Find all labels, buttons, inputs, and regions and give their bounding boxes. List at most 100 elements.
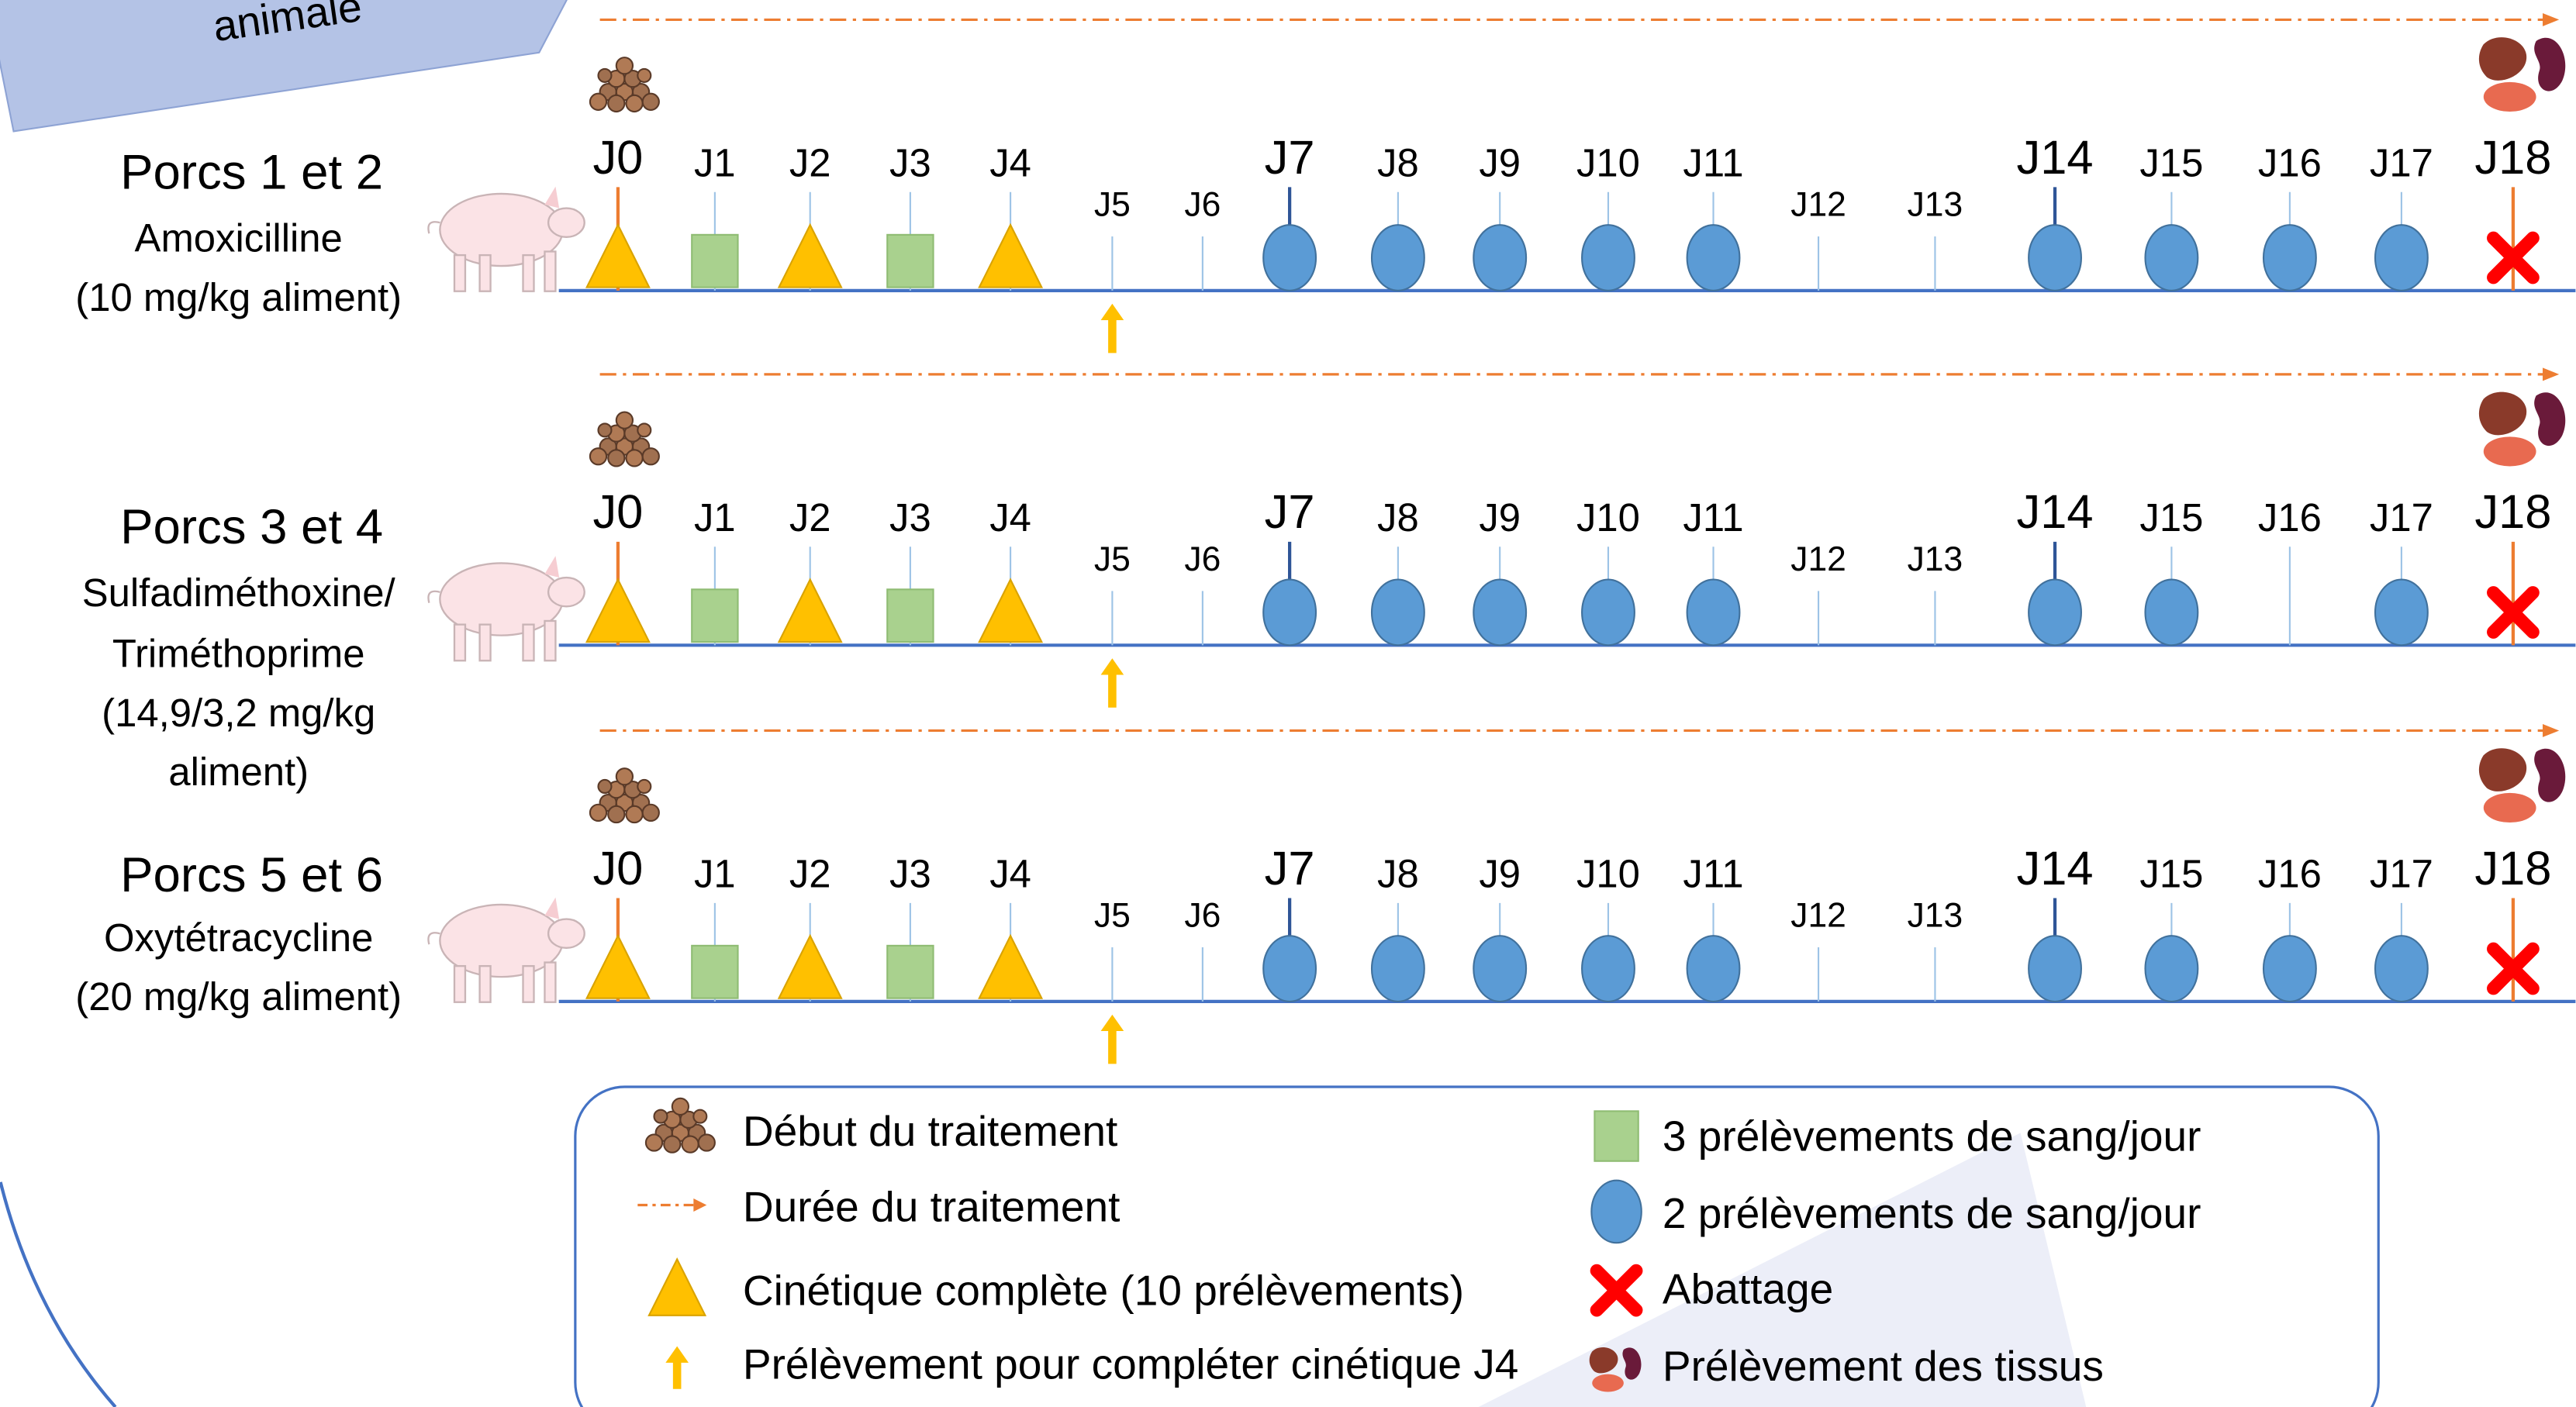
day-label: J15 (2139, 851, 2203, 895)
legend-icon (646, 1098, 715, 1153)
group-detail: (14,9/3,2 mg/kg (102, 691, 375, 735)
legend-label: Prélèvement des tissus (1663, 1342, 2104, 1390)
treatment-start-icon (590, 57, 659, 112)
day-label: J7 (1265, 842, 1315, 895)
day-label: J8 (1377, 495, 1419, 540)
square-marker (887, 946, 933, 998)
circle-marker (1591, 1181, 1641, 1243)
treatment-start-icon (590, 412, 659, 467)
triangle-marker (779, 936, 841, 998)
day-label: J18 (2474, 842, 2551, 895)
circle-marker (1372, 225, 1424, 291)
day-label: J18 (2474, 131, 2551, 184)
group-detail: (20 mg/kg aliment) (75, 974, 402, 1019)
circle-marker (2263, 936, 2316, 1002)
day-label: J12 (1790, 540, 1846, 578)
triangle-marker (587, 225, 649, 287)
legend-label: Début du traitement (743, 1107, 1117, 1155)
square-marker (692, 946, 737, 998)
day-label: J4 (989, 495, 1031, 540)
day-label: J18 (2474, 485, 2551, 539)
group-name: Porcs 3 et 4 (120, 499, 383, 554)
sample-arrow-head (1101, 658, 1124, 674)
group-detail: (10 mg/kg aliment) (75, 275, 402, 319)
day-label: J16 (2258, 140, 2322, 184)
square-marker (692, 235, 737, 288)
day-label: J14 (2017, 842, 2094, 895)
circle-marker (2029, 936, 2081, 1002)
triangle-marker (979, 580, 1041, 642)
triangle-marker (779, 580, 841, 642)
day-label: J12 (1790, 897, 1846, 935)
day-label: J1 (694, 851, 736, 895)
sample-arrow-head (1101, 304, 1124, 320)
day-label: J5 (1094, 897, 1131, 935)
day-label: J2 (789, 851, 831, 895)
legend-label: Durée du traitement (743, 1182, 1121, 1230)
day-label: J13 (1908, 897, 1963, 935)
day-label: J4 (989, 851, 1031, 895)
day-label: J12 (1790, 186, 1846, 224)
day-label: J9 (1479, 140, 1521, 184)
triangle-marker (587, 580, 649, 642)
circle-marker (1372, 580, 1424, 646)
legend-label: Cinétique complète (10 prélèvements) (743, 1266, 1464, 1314)
day-label: J8 (1377, 851, 1419, 895)
day-label: J1 (694, 495, 736, 540)
group-name: Porcs 1 et 2 (120, 144, 383, 199)
circle-marker (2146, 225, 2198, 291)
group-detail: Amoxicilline (135, 216, 343, 260)
circle-marker (1582, 225, 1635, 291)
sample-arrow-head (665, 1347, 689, 1363)
circle-marker (2029, 580, 2081, 646)
circle-marker (1582, 580, 1635, 646)
triangle-marker (979, 225, 1041, 287)
day-label: J14 (2017, 131, 2094, 184)
cross-marker (1597, 1271, 1636, 1310)
day-label: J5 (1094, 540, 1131, 578)
day-label: J6 (1184, 897, 1221, 935)
circle-marker (1473, 936, 1526, 1002)
circle-marker (1473, 580, 1526, 646)
day-label: J11 (1683, 851, 1743, 895)
tissue-icon (2479, 748, 2565, 822)
duration-arrow-head (2543, 724, 2559, 737)
day-label: J10 (1576, 851, 1640, 895)
treatment-start-icon (590, 768, 659, 822)
circle-marker (1372, 936, 1424, 1002)
triangle-marker (779, 225, 841, 287)
day-label: J8 (1377, 140, 1419, 184)
circle-marker (1263, 580, 1316, 646)
circle-marker (1687, 580, 1740, 646)
pig-icon (428, 898, 584, 1002)
square-marker (887, 235, 933, 288)
circle-marker (1263, 225, 1316, 291)
day-label: J17 (2370, 495, 2433, 540)
circle-marker (2146, 580, 2198, 646)
square-marker (692, 589, 737, 642)
day-label: J2 (789, 140, 831, 184)
circle-marker (1473, 225, 1526, 291)
day-label: J6 (1184, 540, 1221, 578)
day-label: J9 (1479, 495, 1521, 540)
group-detail: aliment) (168, 750, 309, 794)
day-label: J3 (889, 851, 931, 895)
day-label: J15 (2139, 140, 2203, 184)
triangle-marker (649, 1259, 705, 1315)
legend-label: 2 prélèvements de sang/jour (1663, 1189, 2201, 1237)
triangle-marker (979, 936, 1041, 998)
tissue-icon (2479, 37, 2565, 112)
duration-arrow-head (2543, 367, 2559, 381)
triangle-marker (587, 936, 649, 998)
circle-marker (1687, 936, 1740, 1002)
background-arc (1, 1182, 116, 1407)
day-label: J1 (694, 140, 736, 184)
tissue-icon (2479, 392, 2565, 467)
day-label: J0 (592, 131, 643, 184)
circle-marker (2146, 936, 2198, 1002)
day-label: J16 (2258, 851, 2322, 895)
duration-arrow-head (2543, 13, 2559, 26)
diagram: animale Porcs 1 et 2Amoxicilline(10 mg/k… (0, 0, 2576, 1407)
circle-marker (2029, 225, 2081, 291)
group-detail: Oxytétracycline (104, 916, 373, 960)
